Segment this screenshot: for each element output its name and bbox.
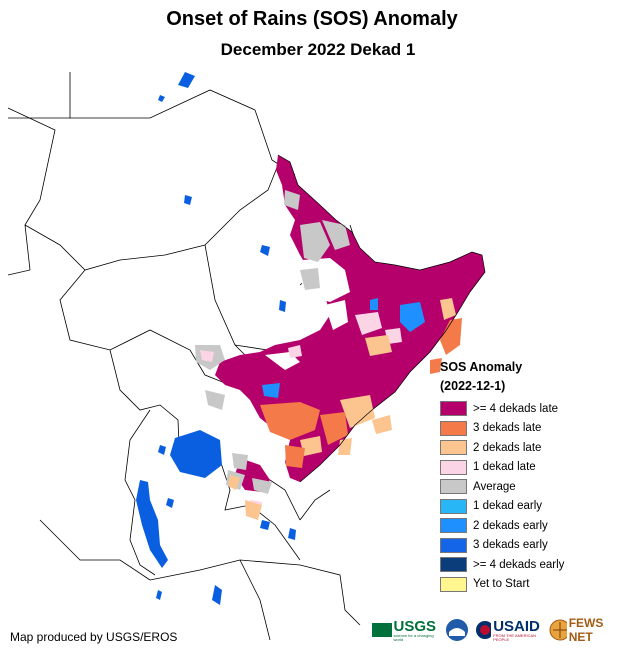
usaid-seal-icon [475,621,492,639]
usgs-tagline: science for a changing world [393,632,434,642]
usgs-wordmark: USGS [393,617,437,635]
legend-label: Yet to Start [473,578,530,591]
horn-outline [277,154,486,483]
legend: SOS Anomaly (2022-12-1) >= 4 dekads late… [440,358,620,594]
legend-label: 1 dekad late [473,461,536,474]
legend-heading: SOS Anomaly [440,360,523,374]
map-title: Onset of Rains (SOS) Anomaly [166,8,458,30]
legend-item: >= 4 dekads late [440,399,620,419]
legend-swatch [440,459,467,475]
usgs-mark-icon [372,623,392,637]
legend-label: 1 dekad early [473,500,543,513]
fewsnet-logo: FEWS NET [549,616,618,644]
anomaly-region-1-late [200,312,402,512]
legend-item: 1 dekad early [440,497,620,517]
legend-label: >= 4 dekads late [473,402,559,415]
legend-label: >= 4 dekads early [473,558,565,571]
legend-swatch [440,440,467,456]
legend-swatch [440,401,467,417]
usaid-tagline: FROM THE AMERICAN PEOPLE [493,632,537,642]
anomaly-region-3-late [260,318,462,468]
partner-logos: USGS science for a changing world USAID … [372,616,624,644]
legend-swatch [440,576,467,592]
legend-label: 2 dekads late [473,441,542,454]
legend-swatch [440,537,467,553]
legend-item: 3 dekads early [440,536,620,556]
fewsnet-globe-icon [549,619,567,641]
map-subtitle: December 2022 Dekad 1 [220,40,416,59]
legend-date: (2022-12-1) [440,379,506,393]
usaid-logo: USAID FROM THE AMERICAN PEOPLE [475,619,544,642]
fewsnet-wordmark: FEWS NET [568,616,604,644]
legend-item: >= 4 dekads early [440,555,620,575]
legend-swatch [440,420,467,436]
anomaly-region-early [262,298,425,398]
legend-label: Average [473,480,516,493]
water-bodies [136,72,296,605]
legend-item: 2 dekads late [440,438,620,458]
credit-text: Map produced by USGS/EROS [10,630,178,644]
legend-item: Average [440,477,620,497]
legend-label: 3 dekads late [473,422,542,435]
legend-item: 2 dekads early [440,516,620,536]
legend-item: 1 dekad late [440,458,620,478]
legend-swatch [440,518,467,534]
anomaly-region-2-late [228,298,456,520]
usaid-wordmark: USAID [493,617,540,635]
legend-swatch [440,557,467,573]
legend-item: 3 dekads late [440,419,620,439]
usgs-logo: USGS science for a changing world [372,619,439,642]
legend-item: Yet to Start [440,575,620,595]
legend-items: >= 4 dekads late 3 dekads late 2 dekads la… [440,399,620,594]
legend-swatch [440,479,467,495]
noaa-seal-icon [445,619,468,641]
legend-label: 2 dekads early [473,519,548,532]
noaa-logo [445,618,469,642]
legend-swatch [440,498,467,514]
legend-label: 3 dekads early [473,539,548,552]
